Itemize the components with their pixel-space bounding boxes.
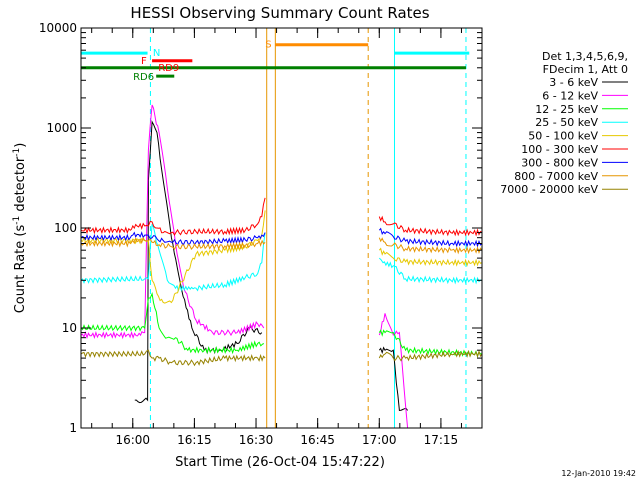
flag-label: S xyxy=(265,40,271,51)
x-axis: 16:00 16:15 16:30 16:45 17:00 17:15 xyxy=(91,28,483,447)
series-path xyxy=(80,197,266,237)
legend-label: 100 - 300 keV xyxy=(521,143,598,156)
legend: Det 1,3,4,5,6,9,FDecim 1, Att 03 - 6 keV… xyxy=(500,50,628,196)
y-axis-label-end: ) xyxy=(13,143,28,148)
y-axis-label-main: Count Rate (s xyxy=(13,225,28,314)
series-path xyxy=(80,231,266,246)
series-path xyxy=(378,215,483,237)
series-path xyxy=(80,223,266,293)
y-axis-label-sup2: -1 xyxy=(12,148,22,157)
series-path xyxy=(134,120,263,404)
x-tick-label: 16:00 xyxy=(115,433,150,447)
series-line xyxy=(80,104,409,429)
flag-label: RD6 xyxy=(133,72,154,83)
series-line xyxy=(134,120,408,411)
y-axis-label-mid: detector xyxy=(13,156,28,216)
legend-header: FDecim 1, Att 0 xyxy=(543,63,628,76)
legend-label: 7000 - 20000 keV xyxy=(500,183,598,196)
y-tick-label: 1000 xyxy=(46,121,77,135)
series-line xyxy=(80,236,483,255)
legend-header: Det 1,3,4,5,6,9, xyxy=(542,50,628,63)
chart-title: HESSI Observing Summary Count Rates xyxy=(130,4,429,22)
x-tick-label: 16:15 xyxy=(177,433,212,447)
series-line xyxy=(80,227,483,248)
x-tick-label: 16:30 xyxy=(239,433,274,447)
legend-label: 3 - 6 keV xyxy=(549,76,598,89)
series-path xyxy=(378,247,483,267)
y-tick-label: 10 xyxy=(62,321,77,335)
series-path xyxy=(80,236,266,251)
series-path xyxy=(378,237,483,255)
legend-label: 12 - 25 keV xyxy=(535,103,598,116)
series-path xyxy=(80,292,265,355)
x-tick-label: 16:45 xyxy=(300,433,335,447)
series-path xyxy=(378,313,409,429)
y-tick-label: 100 xyxy=(54,221,77,235)
y-axis-label-sup1: -1 xyxy=(12,216,22,225)
y-tick-label: 1 xyxy=(69,421,77,435)
legend-label: 300 - 800 keV xyxy=(521,156,598,169)
series-path xyxy=(378,349,483,362)
series-path xyxy=(378,227,483,248)
x-tick-label: 17:15 xyxy=(424,433,459,447)
flag-label: RD9 xyxy=(158,63,179,74)
legend-label: 50 - 100 keV xyxy=(528,130,598,143)
flag-label: F xyxy=(141,56,147,67)
series-path xyxy=(80,104,265,340)
y-axis: 1 10 100 1000 10000 xyxy=(39,21,482,435)
series-line xyxy=(80,197,483,237)
footer-timestamp: 12-Jan-2010 19:42 xyxy=(561,469,636,478)
series-path xyxy=(378,257,483,285)
series-line xyxy=(80,349,483,367)
y-tick-label: 10000 xyxy=(39,21,77,35)
x-axis-label: Start Time (26-Oct-04 15:47:22) xyxy=(175,455,385,470)
y-axis-label: Count Rate (s-1 detector-1) xyxy=(12,143,28,314)
legend-label: 25 - 50 keV xyxy=(535,116,598,129)
legend-label: 6 - 12 keV xyxy=(542,89,598,102)
legend-label: 800 - 7000 keV xyxy=(514,170,598,183)
series-line xyxy=(80,223,483,293)
flag-label: N xyxy=(153,48,160,59)
x-tick-label: 17:00 xyxy=(362,433,397,447)
series-path xyxy=(80,349,266,367)
series-path xyxy=(378,346,408,411)
